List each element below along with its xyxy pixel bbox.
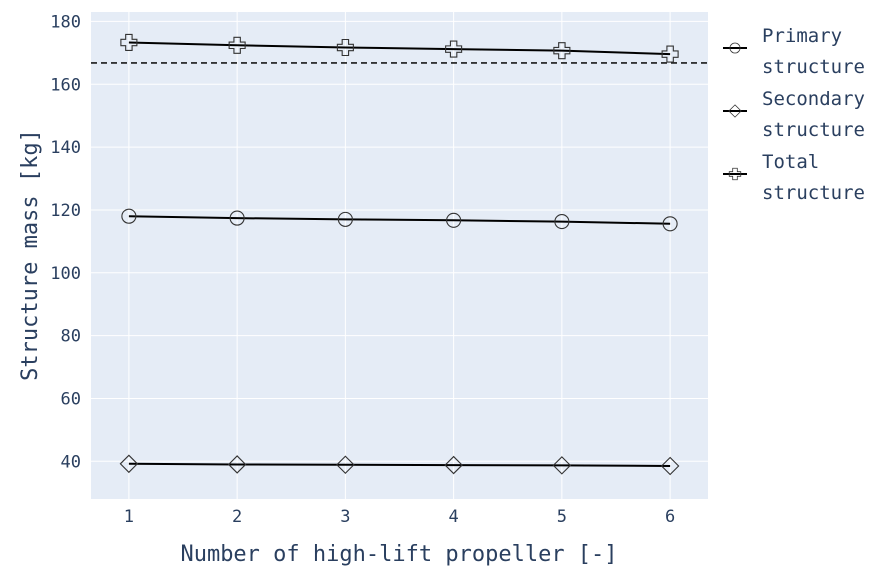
x-tick-label: 1 <box>124 507 134 527</box>
series-line-circle <box>128 215 671 225</box>
data-point-circle <box>554 214 570 230</box>
x-tick-label: 4 <box>448 507 458 527</box>
y-tick-label: 140 <box>50 138 81 158</box>
y-tick-label: 100 <box>50 264 81 284</box>
series-lines <box>128 41 671 468</box>
data-point-diamond <box>552 456 572 475</box>
x-axis-title: Number of high-lift propeller [-] <box>180 542 617 567</box>
x-tick-label: 3 <box>340 507 350 527</box>
legend-label: Secondary structure <box>762 88 865 141</box>
series-line-diamond <box>128 462 671 468</box>
data-point-cross <box>661 45 679 63</box>
data-point-circle <box>121 208 137 224</box>
data-point-circle <box>446 212 462 228</box>
grid <box>91 12 708 499</box>
data-point-cross <box>120 33 138 52</box>
y-tick-label: 80 <box>61 327 81 347</box>
series-line-cross <box>128 41 671 56</box>
series-markers <box>119 33 680 476</box>
data-point-cross <box>228 36 246 54</box>
y-tick-label: 120 <box>50 201 81 221</box>
data-point-diamond <box>119 454 139 474</box>
y-tick-labels: 40 60 80 100 120 140 160 180 <box>50 12 81 472</box>
y-tick-label: 180 <box>50 12 81 32</box>
data-point-diamond <box>227 455 247 474</box>
x-tick-label: 2 <box>232 507 242 527</box>
x-tick-label: 5 <box>557 507 567 527</box>
legend-label: Total structure <box>762 151 865 204</box>
legend-label: Primary structure <box>762 25 865 78</box>
legend-marker-diamond <box>728 104 742 118</box>
x-tick-labels: 1 2 3 4 5 6 <box>124 507 675 527</box>
data-point-circle <box>337 211 353 227</box>
data-point-diamond <box>660 456 680 476</box>
data-point-cross <box>553 42 571 60</box>
plot-area <box>91 12 708 499</box>
data-point-cross <box>336 38 354 57</box>
legend: Primary structure Secondary structure Total s… <box>723 25 865 204</box>
data-point-diamond <box>336 455 355 475</box>
legend-marker-circle <box>729 42 741 54</box>
data-point-circle <box>229 210 245 226</box>
y-axis-title: Structure mass [kg] <box>18 129 43 381</box>
y-tick-label: 60 <box>61 389 81 409</box>
data-point-circle <box>662 216 678 232</box>
y-tick-label: 160 <box>50 75 81 95</box>
y-tick-label: 40 <box>61 452 81 472</box>
x-tick-label: 6 <box>665 507 675 527</box>
data-point-cross <box>445 40 463 58</box>
legend-marker-cross <box>728 167 742 181</box>
data-point-diamond <box>444 455 463 475</box>
